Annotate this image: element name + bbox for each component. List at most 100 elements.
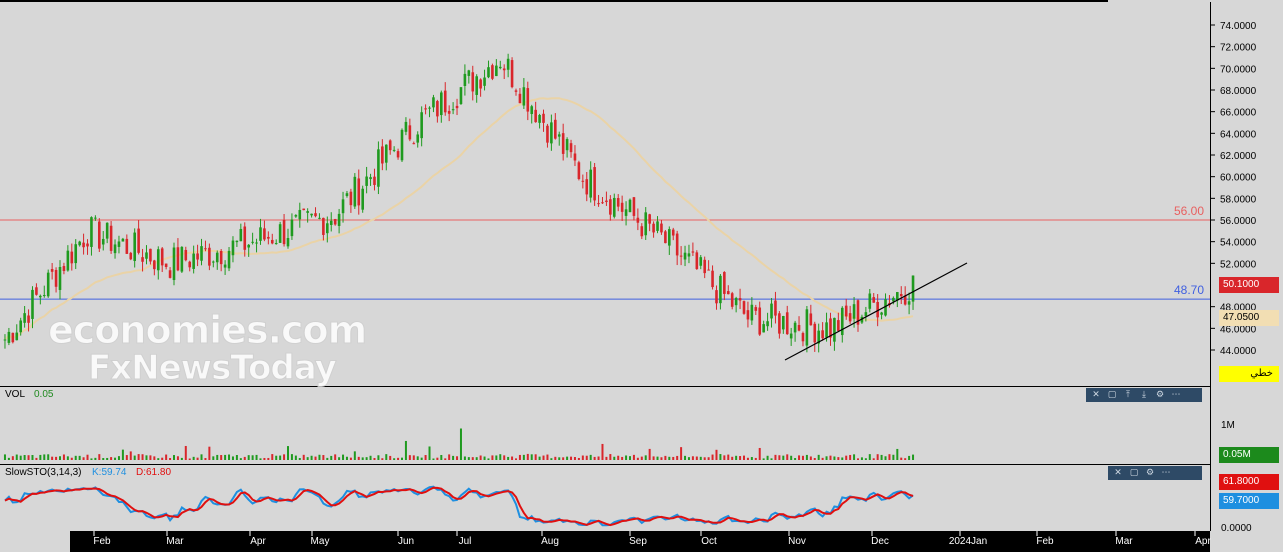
volume-bar[interactable]: [857, 458, 859, 460]
volume-bar[interactable]: [518, 454, 521, 460]
candle-body[interactable]: [3, 339, 7, 341]
candle-body[interactable]: [263, 228, 266, 240]
volume-bar[interactable]: [251, 455, 254, 460]
volume-bar[interactable]: [27, 455, 30, 460]
volume-bar[interactable]: [452, 455, 455, 460]
volume-bar[interactable]: [326, 457, 329, 460]
candle-body[interactable]: [404, 121, 408, 132]
candle-body[interactable]: [215, 252, 219, 263]
volume-bar[interactable]: [287, 446, 289, 460]
candle-body[interactable]: [860, 316, 864, 323]
candle-body[interactable]: [109, 225, 113, 251]
candle-body[interactable]: [884, 299, 887, 316]
candle-body[interactable]: [699, 257, 703, 266]
volume-bar[interactable]: [609, 454, 612, 460]
candle-body[interactable]: [270, 239, 274, 244]
volume-bar[interactable]: [349, 457, 352, 460]
candle-body[interactable]: [848, 313, 852, 322]
candle-body[interactable]: [243, 226, 247, 250]
volume-bar[interactable]: [629, 456, 631, 460]
volume-bar[interactable]: [59, 456, 61, 460]
volume-bar[interactable]: [640, 456, 643, 460]
move-down-icon[interactable]: ⤓: [1142, 390, 1146, 400]
volume-bar[interactable]: [550, 458, 553, 460]
volume-bar[interactable]: [133, 455, 136, 460]
candle-body[interactable]: [538, 115, 541, 123]
candle-body[interactable]: [589, 169, 592, 198]
candle-body[interactable]: [208, 247, 211, 266]
candle-body[interactable]: [475, 76, 478, 95]
volume-bar[interactable]: [479, 455, 482, 460]
volume-bar[interactable]: [778, 455, 781, 460]
volume-bar[interactable]: [420, 457, 423, 460]
volume-bar[interactable]: [231, 456, 234, 460]
candle-body[interactable]: [227, 250, 231, 269]
candle-body[interactable]: [329, 220, 333, 225]
volume-bar[interactable]: [546, 454, 549, 460]
volume-bar[interactable]: [660, 457, 663, 460]
volume-bar[interactable]: [774, 454, 777, 460]
candle-body[interactable]: [805, 309, 809, 346]
candle-body[interactable]: [620, 202, 624, 212]
candle-body[interactable]: [711, 270, 714, 288]
volume-bar[interactable]: [404, 440, 407, 460]
candle-body[interactable]: [844, 305, 848, 317]
volume-bar[interactable]: [444, 458, 447, 460]
candle-body[interactable]: [255, 242, 258, 244]
volume-bar[interactable]: [798, 455, 801, 460]
volume-bar[interactable]: [283, 454, 286, 460]
candle-body[interactable]: [840, 307, 844, 336]
volume-bar[interactable]: [86, 454, 89, 460]
volume-bar[interactable]: [896, 448, 899, 460]
volume-bar[interactable]: [173, 455, 175, 460]
volume-bar[interactable]: [762, 458, 765, 460]
volume-bar[interactable]: [860, 457, 863, 460]
candle-body[interactable]: [180, 246, 184, 272]
volume-bar[interactable]: [306, 457, 309, 460]
candle-body[interactable]: [597, 203, 600, 205]
candle-body[interactable]: [734, 297, 738, 306]
volume-bar[interactable]: [424, 455, 427, 460]
volume-bar[interactable]: [220, 455, 223, 460]
candle-body[interactable]: [664, 231, 667, 244]
candle-body[interactable]: [137, 228, 140, 253]
candle-body[interactable]: [129, 252, 133, 260]
candle-body[interactable]: [785, 312, 789, 335]
settings-icon[interactable]: ⚙: [1145, 468, 1155, 478]
candle-body[interactable]: [451, 109, 455, 111]
candle-body[interactable]: [797, 325, 801, 331]
volume-bar[interactable]: [62, 454, 65, 460]
volume-bar[interactable]: [212, 456, 215, 460]
candle-body[interactable]: [671, 229, 675, 236]
candle-body[interactable]: [58, 266, 62, 290]
candle-body[interactable]: [495, 65, 498, 77]
candle-body[interactable]: [412, 143, 416, 145]
candle-body[interactable]: [742, 301, 746, 314]
volume-bar[interactable]: [719, 454, 722, 460]
candle-body[interactable]: [239, 228, 243, 242]
candle-body[interactable]: [282, 220, 286, 245]
candle-body[interactable]: [286, 238, 290, 247]
volume-bar[interactable]: [467, 457, 470, 460]
candle-body[interactable]: [420, 112, 423, 139]
volume-bar[interactable]: [255, 454, 258, 460]
candle-body[interactable]: [54, 270, 58, 287]
candle-body[interactable]: [392, 149, 396, 151]
volume-bar[interactable]: [243, 456, 246, 460]
candle-body[interactable]: [774, 300, 777, 316]
volume-bar[interactable]: [23, 455, 26, 460]
volume-bar[interactable]: [342, 454, 345, 460]
volume-bar[interactable]: [94, 457, 97, 460]
candle-body[interactable]: [703, 259, 706, 274]
candle-body[interactable]: [825, 322, 828, 338]
volume-bar[interactable]: [235, 455, 238, 460]
candle-body[interactable]: [349, 191, 353, 206]
candle-body[interactable]: [632, 197, 636, 216]
volume-bar[interactable]: [456, 456, 459, 460]
volume-bar[interactable]: [70, 457, 73, 460]
volume-bar[interactable]: [542, 455, 545, 460]
candle-body[interactable]: [192, 253, 195, 269]
volume-bar[interactable]: [727, 454, 730, 460]
candle-body[interactable]: [231, 240, 235, 256]
volume-bar[interactable]: [743, 455, 745, 460]
